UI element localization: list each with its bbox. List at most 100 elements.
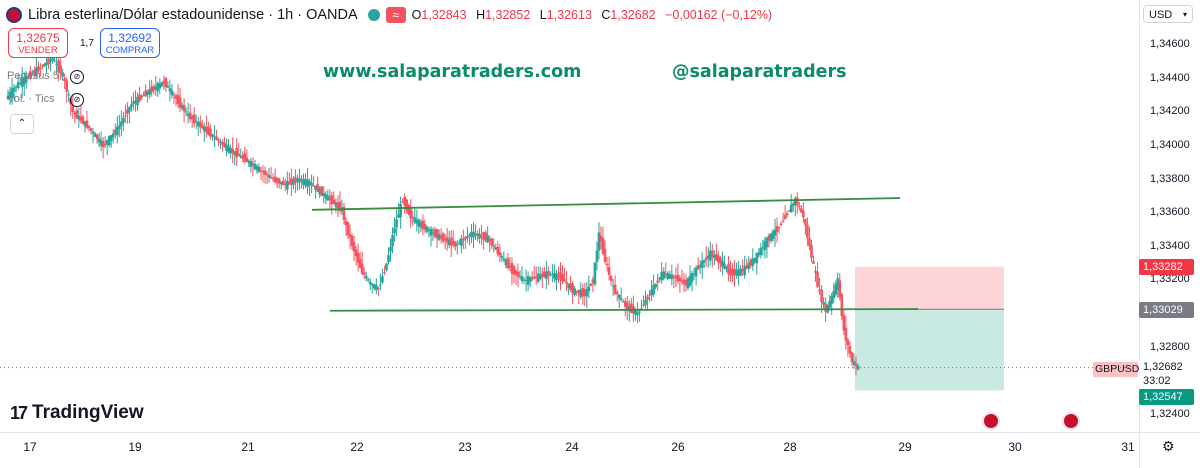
candle-body (767, 235, 771, 241)
candle-body (249, 161, 253, 167)
candle-body (769, 233, 773, 242)
candle-body (474, 234, 477, 236)
candle-body (644, 299, 647, 306)
candle-body (431, 232, 435, 234)
candle-body (128, 107, 131, 112)
candle-body (243, 153, 247, 163)
candle-body (543, 271, 546, 278)
time-tick-label: 30 (1008, 440, 1022, 454)
candle-body (698, 264, 702, 268)
candle-body (751, 258, 755, 267)
sell-button[interactable]: 1,32675 VENDER (8, 28, 68, 58)
candle-body (791, 203, 795, 206)
candle-body (488, 238, 491, 242)
candle-body (253, 164, 257, 170)
candle-body (334, 202, 338, 207)
indicator-volume[interactable]: Vol. · Tics (7, 93, 55, 105)
candle-body (812, 260, 815, 264)
compare-wave-icon[interactable]: ≈ (385, 7, 406, 23)
countdown-tag: 33:02 (1139, 374, 1194, 388)
candle-body (152, 86, 156, 91)
candle-body (573, 288, 576, 295)
candle-body (668, 274, 672, 279)
tradingview-logo[interactable]: 17 TradingView (10, 402, 144, 424)
candle-body (296, 179, 299, 182)
chevron-down-icon: ▾ (1182, 10, 1187, 19)
candle-body (373, 284, 376, 289)
candle-body (8, 91, 12, 99)
candle-body (366, 279, 370, 281)
candle-body (352, 242, 356, 252)
candle-body (662, 271, 666, 279)
currency-button[interactable]: USD ▾ (1143, 5, 1193, 23)
chart-header: Libra esterlina/Dólar estadounidense · 1… (6, 4, 772, 26)
candle-body (658, 277, 661, 280)
candle-body (731, 269, 734, 276)
candle-body (99, 140, 103, 146)
candle-body (445, 237, 449, 243)
candle-body (656, 280, 659, 283)
candle-body (680, 280, 684, 282)
candle-body (640, 308, 643, 310)
buy-button[interactable]: 1,32692 COMPRAR (100, 28, 160, 58)
candle-body (795, 197, 799, 206)
candle-body (91, 131, 95, 134)
candle-body (324, 194, 328, 199)
candle-body (168, 88, 172, 92)
candle-body (514, 270, 518, 275)
candle-body (97, 138, 101, 143)
us-flag-event-icon[interactable] (982, 412, 1000, 430)
candle-body (10, 88, 14, 98)
candle-body (638, 311, 641, 313)
collapse-indicators-button[interactable]: ⌃ (10, 114, 34, 134)
candle-body (219, 141, 222, 143)
candle-body (468, 235, 471, 237)
candle-body (346, 222, 350, 236)
candle-body (120, 121, 123, 126)
indicator-pegasus[interactable]: Pegasus 5 (7, 70, 59, 82)
candlestick-chart[interactable] (0, 0, 1139, 432)
candle-body (47, 58, 50, 65)
symbol-title[interactable]: Libra esterlina/Dólar estadounidense · 1… (28, 7, 358, 23)
candle-body (126, 109, 129, 115)
candle-body (755, 252, 759, 264)
settings-gear-icon[interactable]: ⚙ (1162, 438, 1175, 454)
candle-body (571, 283, 574, 294)
candle-body (854, 363, 858, 366)
candle-body (65, 80, 69, 92)
candle-body (209, 128, 212, 137)
watermark-site: www.salaparatraders.com (323, 62, 582, 82)
candle-body (749, 260, 753, 266)
candle-body (713, 255, 716, 258)
candle-body (512, 266, 516, 275)
candle-body (148, 89, 151, 95)
candle-body (856, 365, 860, 370)
candle-body (810, 244, 813, 259)
low-value: 1,32613 (546, 8, 592, 22)
candle-body (122, 117, 125, 123)
hidden-eye-icon[interactable]: ⊘ (70, 93, 84, 107)
candle-body (660, 271, 663, 281)
price-tick-label: 1,34200 (1150, 105, 1190, 118)
candle-body (235, 148, 239, 158)
candle-body (288, 181, 291, 185)
us-flag-event-icon[interactable] (1062, 412, 1080, 430)
change-value: −0,00162 (−0,12%) (665, 8, 773, 22)
gbp-usd-flag-icon (6, 7, 22, 23)
candle-body (787, 210, 791, 212)
candle-body (443, 238, 447, 240)
candle-body (757, 252, 761, 256)
candle-body (105, 140, 109, 145)
hidden-eye-icon[interactable]: ⊘ (70, 70, 84, 84)
candle-body (441, 233, 445, 242)
candle-body (279, 181, 283, 185)
candle-body (164, 77, 168, 88)
candle-body (765, 237, 769, 248)
candle-body (196, 121, 200, 127)
candle-body (328, 197, 332, 201)
candle-body (111, 133, 115, 137)
candle-body (379, 284, 382, 286)
candle-body (308, 181, 311, 185)
candle-body (33, 70, 36, 74)
candle-body (581, 287, 585, 297)
